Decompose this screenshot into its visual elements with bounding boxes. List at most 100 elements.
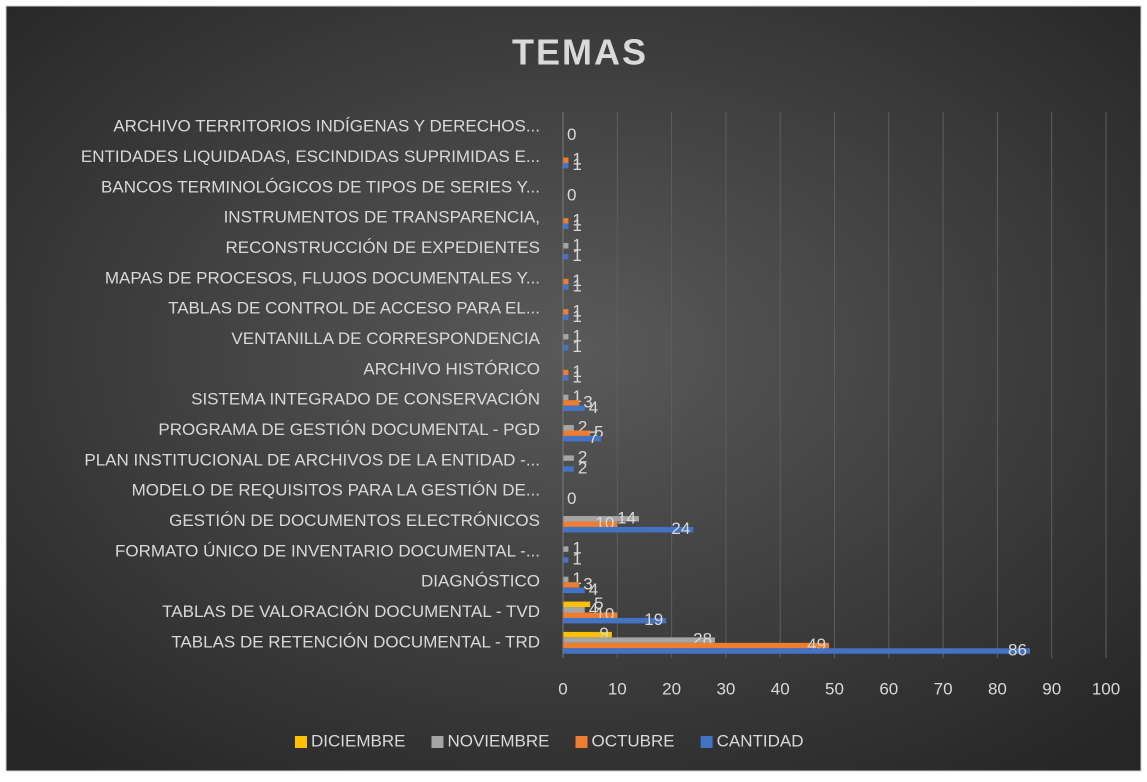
bar — [563, 631, 612, 638]
bar — [563, 546, 569, 552]
data-label: 1 — [572, 210, 581, 229]
bar — [563, 601, 591, 608]
data-label: 2 — [578, 448, 587, 467]
bar — [563, 278, 569, 285]
data-label: 5 — [594, 594, 603, 613]
legend-label: OCTUBRE — [592, 731, 675, 750]
y-tick-label: PLAN INSTITUCIONAL DE ARCHIVOS DE LA ENT… — [84, 450, 540, 469]
data-label: 0 — [567, 489, 576, 508]
bar — [563, 648, 1030, 654]
bar — [563, 375, 569, 381]
x-tick-label: 40 — [771, 679, 790, 698]
bar — [563, 314, 569, 321]
y-tick-label: TABLAS DE CONTROL DE ACCESO PARA EL... — [168, 299, 540, 318]
data-label: 1 — [572, 387, 581, 406]
bar — [563, 425, 574, 431]
x-tick-label: 80 — [988, 679, 1007, 698]
bar — [563, 637, 716, 643]
data-label: 1 — [572, 539, 581, 558]
bar — [563, 334, 569, 340]
y-tick-label: MAPAS DE PROCESOS, FLUJOS DOCUMENTALES Y… — [105, 268, 540, 287]
bar — [563, 526, 694, 533]
data-label: 1 — [572, 155, 581, 174]
data-label: 1 — [572, 337, 581, 356]
bar — [563, 435, 602, 442]
bar — [563, 369, 569, 376]
data-label: 7 — [589, 428, 598, 447]
data-label: 1 — [572, 277, 581, 296]
bar — [563, 223, 569, 230]
y-tick-label: FORMATO ÚNICO DE INVENTARIO DOCUMENTAL -… — [115, 541, 540, 560]
legend-label: DICIEMBRE — [311, 731, 405, 750]
bar — [563, 253, 569, 260]
y-tick-label: VENTANILLA DE CORRESPONDENCIA — [231, 329, 540, 348]
data-label: 4 — [589, 599, 598, 618]
data-label: 1 — [572, 246, 581, 265]
x-tick-label: 30 — [716, 679, 735, 698]
data-label: 4 — [589, 398, 598, 417]
bar — [563, 607, 585, 613]
bar — [563, 284, 569, 290]
data-label: 1 — [572, 150, 581, 169]
y-tick-label: GESTIÓN DE DOCUMENTOS ELECTRÓNICOS — [169, 511, 540, 530]
data-label: 5 — [594, 423, 603, 442]
data-label: 1 — [572, 326, 581, 345]
legend-label: NOVIEMBRE — [447, 731, 549, 750]
bar — [563, 466, 574, 472]
bar — [563, 455, 574, 461]
legend-label: CANTIDAD — [717, 731, 804, 750]
legend-swatch — [575, 736, 588, 748]
y-tick-label: SISTEMA INTEGRADO DE CONSERVACIÓN — [191, 390, 540, 409]
bar — [563, 157, 569, 163]
bar — [563, 394, 569, 401]
x-tick-label: 100 — [1092, 679, 1120, 698]
y-tick-label: DIAGNÓSTICO — [421, 572, 540, 591]
y-tick-label: PROGRAMA DE GESTIÓN DOCUMENTAL - PGD — [158, 420, 540, 439]
data-label: 1 — [572, 216, 581, 235]
bar — [563, 516, 640, 522]
data-label: 1 — [572, 235, 581, 254]
data-label: 3 — [583, 392, 592, 411]
bar — [563, 400, 580, 406]
bar — [563, 576, 569, 583]
data-label: 0 — [567, 186, 576, 205]
data-label: 1 — [572, 301, 581, 320]
x-tick-label: 10 — [608, 679, 627, 698]
data-label: 1 — [572, 271, 581, 290]
y-tick-label: RECONSTRUCCIÓN DE EXPEDIENTES — [225, 238, 540, 257]
y-tick-label: TABLAS DE RETENCIÓN DOCUMENTAL - TRD — [171, 632, 540, 651]
y-tick-label: ARCHIVO HISTÓRICO — [363, 359, 540, 378]
bar — [563, 218, 569, 224]
bar — [563, 612, 618, 618]
bar — [563, 162, 569, 169]
legend-swatch — [431, 736, 444, 748]
y-tick-label: INSTRUMENTOS DE TRANSPARENCIA, — [224, 208, 540, 227]
x-tick-label: 0 — [558, 679, 567, 698]
y-tick-label: MODELO DE REQUISITOS PARA LA GESTIÓN DE.… — [132, 481, 540, 500]
data-label: 19 — [644, 610, 663, 629]
x-tick-label: 90 — [1042, 679, 1061, 698]
x-tick-label: 70 — [934, 679, 953, 698]
y-tick-label: TABLAS DE VALORACIÓN DOCUMENTAL - TVD — [162, 602, 540, 621]
data-label: 14 — [617, 508, 636, 527]
data-label: 1 — [572, 368, 581, 387]
x-tick-label: 60 — [879, 679, 898, 698]
chart-title: TEMAS — [512, 32, 648, 73]
bar — [563, 243, 569, 249]
data-label: 0 — [567, 125, 576, 144]
y-tick-label: ENTIDADES LIQUIDADAS, ESCINDIDAS SUPRIMI… — [81, 147, 540, 166]
x-tick-label: 20 — [662, 679, 681, 698]
data-label: 4 — [589, 580, 598, 599]
data-label: 9 — [599, 624, 608, 643]
data-label: 86 — [1008, 641, 1027, 660]
bar — [563, 309, 569, 315]
bar — [563, 642, 830, 649]
data-label: 2 — [578, 417, 587, 436]
data-label: 3 — [583, 574, 592, 593]
data-label: 1 — [572, 362, 581, 381]
bar — [563, 430, 591, 436]
bar — [563, 405, 585, 412]
data-label: 1 — [572, 550, 581, 569]
legend-swatch — [700, 736, 713, 748]
data-label: 1 — [572, 569, 581, 588]
